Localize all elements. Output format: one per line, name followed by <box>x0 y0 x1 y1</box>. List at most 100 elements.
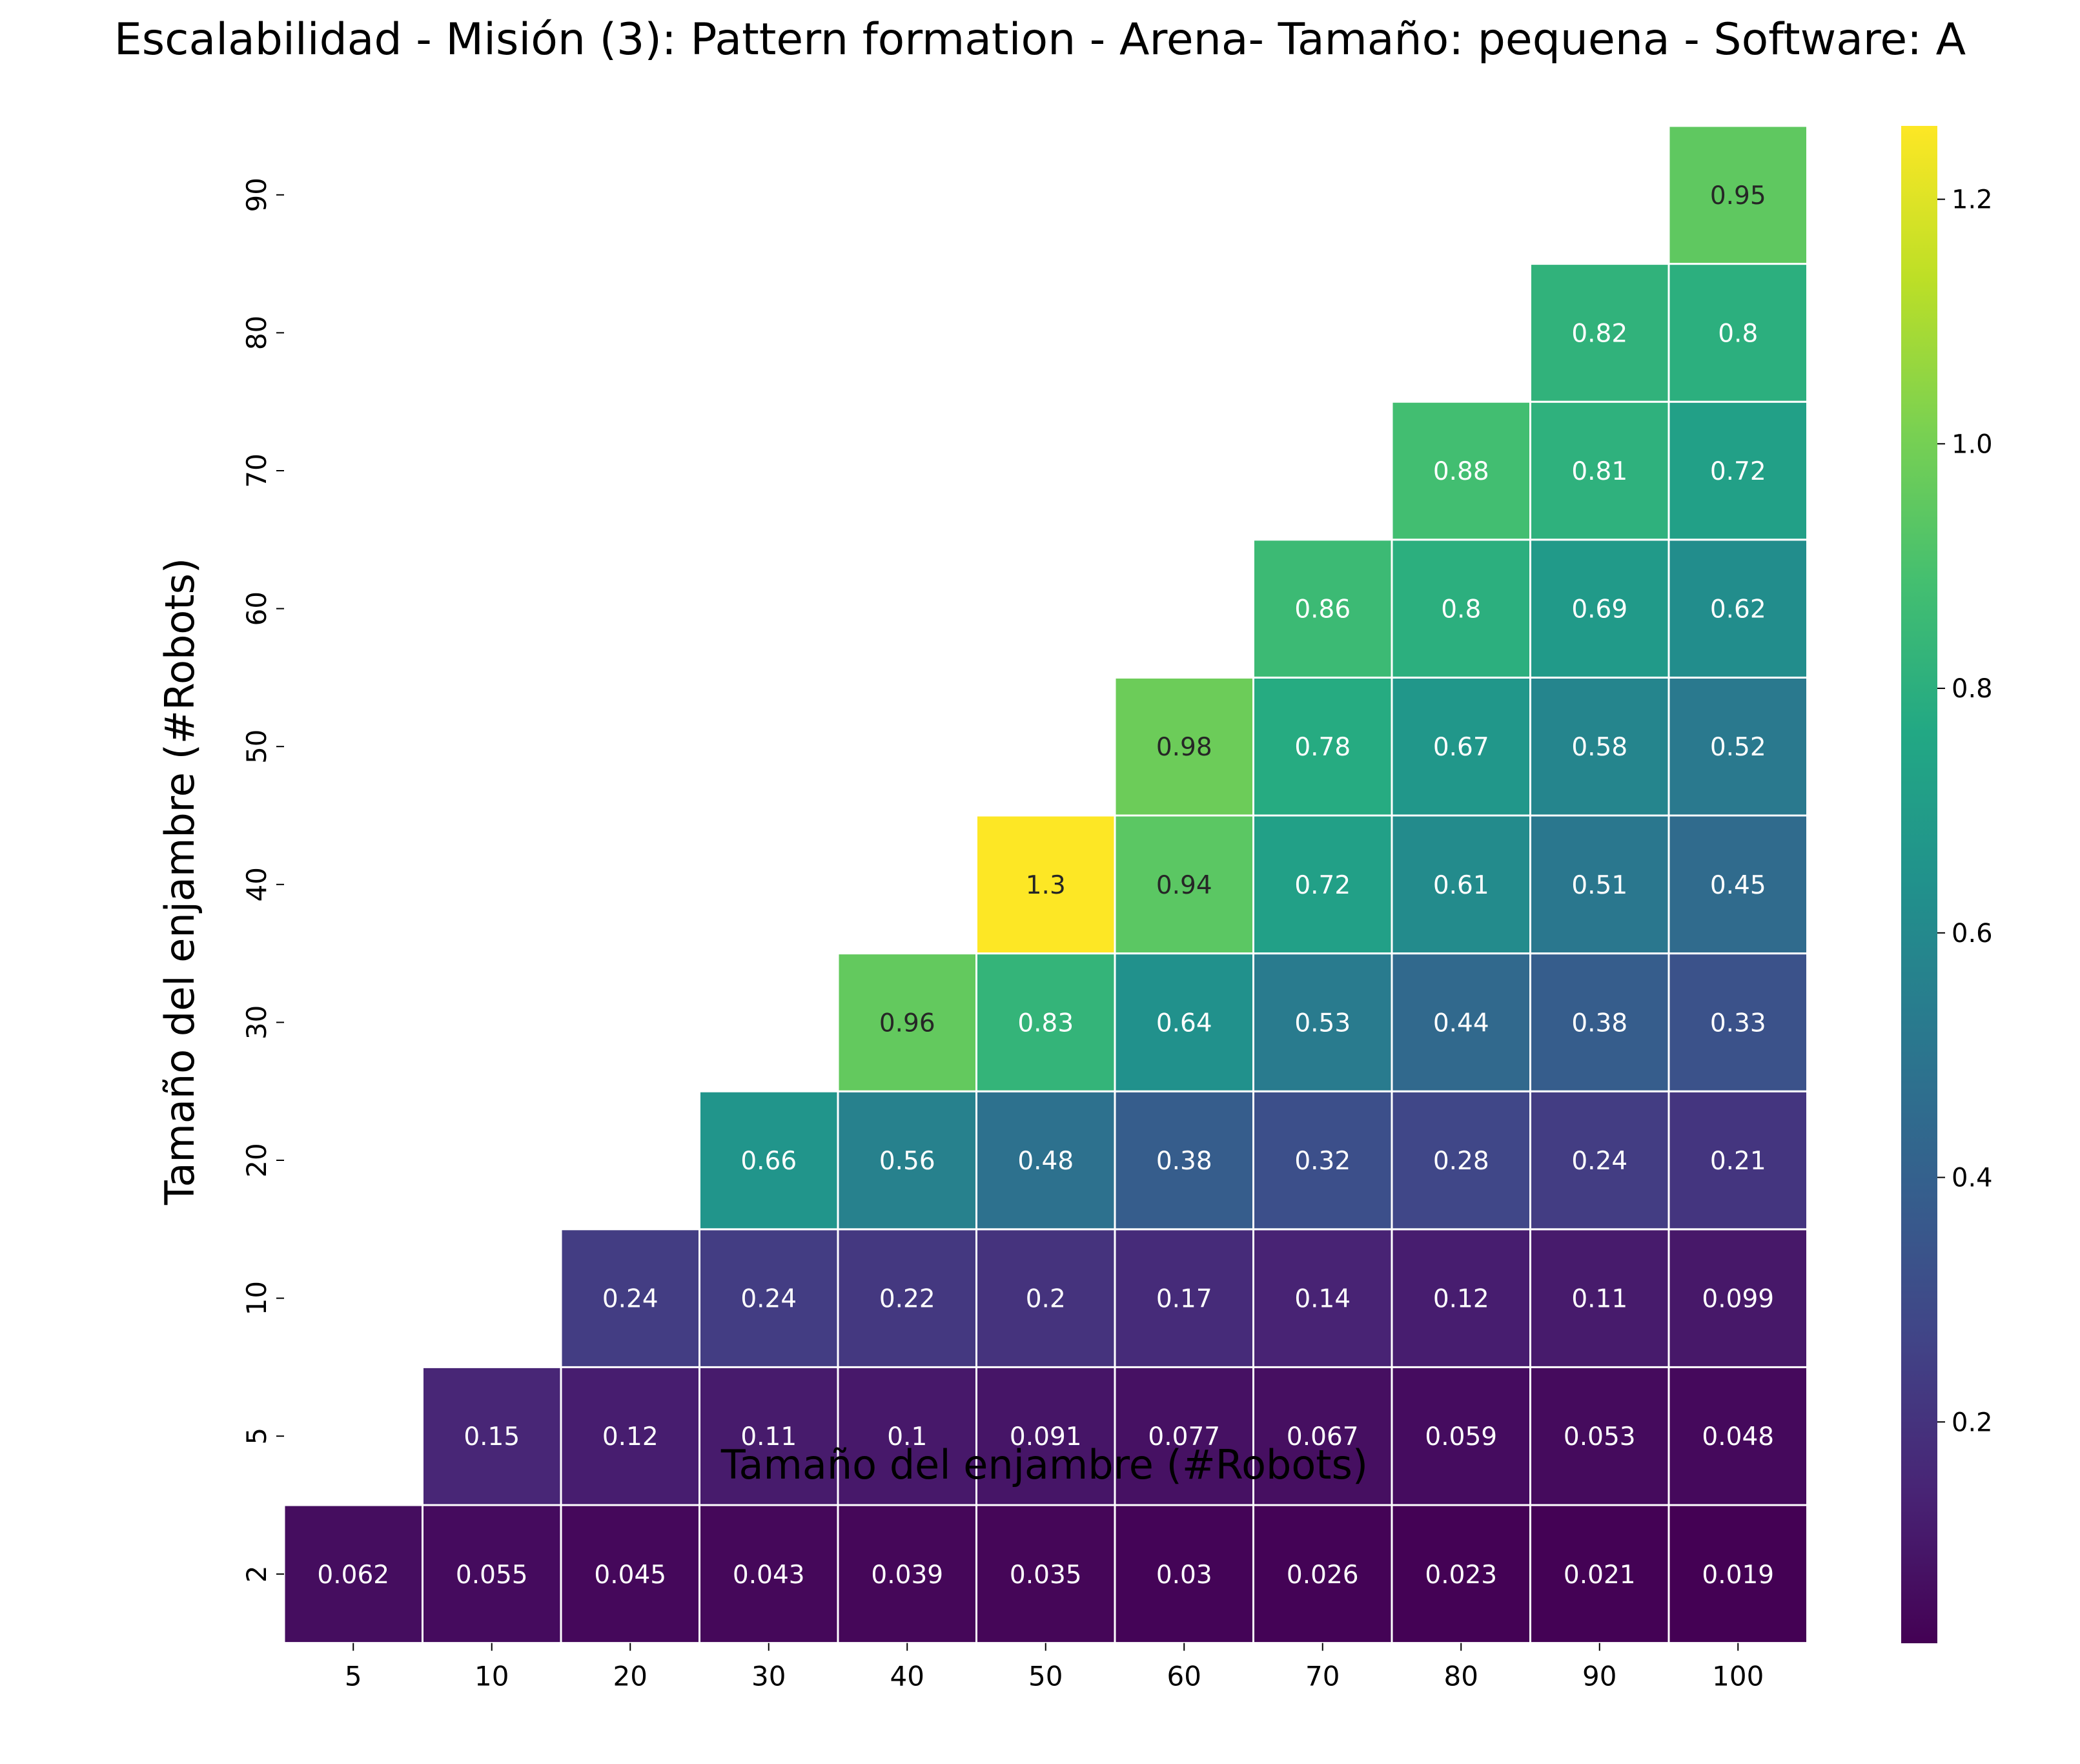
cell-value-label: 0.81 <box>1571 457 1627 486</box>
cell-value-label: 0.22 <box>879 1285 935 1314</box>
cell-value-label: 0.023 <box>1425 1561 1497 1590</box>
heatmap-cell <box>1667 125 1808 265</box>
cell-value-label: 0.14 <box>1294 1285 1351 1314</box>
cell-value-label: 0.53 <box>1294 1009 1351 1038</box>
cell-value-label: 0.38 <box>1156 1147 1212 1176</box>
heatmap-cell <box>1529 400 1670 541</box>
x-tick-label: 60 <box>1167 1661 1201 1692</box>
cell-value-label: 0.98 <box>1156 733 1212 762</box>
colorbar <box>1901 126 1937 1643</box>
heatmap-cell <box>1529 1228 1670 1368</box>
heatmap-cell <box>283 1504 423 1645</box>
y-tick-label: 10 <box>241 1281 272 1315</box>
heatmap-cell <box>698 1228 839 1368</box>
cell-value-label: 0.44 <box>1433 1009 1489 1038</box>
heatmap-cell <box>837 1366 977 1506</box>
heatmap-cell <box>1529 1504 1670 1645</box>
x-tick-label: 50 <box>1028 1661 1063 1692</box>
cell-value-label: 0.11 <box>1571 1285 1627 1314</box>
y-tick-label: 80 <box>241 316 272 350</box>
cell-value-label: 0.026 <box>1287 1561 1359 1590</box>
heatmap-cell <box>560 1366 700 1506</box>
heatmap-cell <box>1391 814 1531 955</box>
heatmap-cell <box>837 1090 977 1231</box>
heatmap-cell <box>1391 538 1531 679</box>
x-tick-label: 100 <box>1712 1661 1764 1692</box>
cell-value-label: 0.33 <box>1710 1009 1766 1038</box>
cell-value-label: 0.1 <box>887 1422 927 1451</box>
x-axis-label: Tamaño del enjambre (#Robots) <box>720 1441 1368 1488</box>
cell-value-label: 0.059 <box>1425 1422 1497 1451</box>
cell-value-label: 1.3 <box>1026 871 1066 900</box>
colorbar-tick-label: 0.8 <box>1952 674 1993 704</box>
x-axis-ticks: 5 10 20 30 40 50 60 70 80 90 100 <box>345 1643 1764 1692</box>
heatmap-cell <box>1391 1228 1531 1368</box>
cell-value-label: 0.24 <box>740 1285 797 1314</box>
cell-value-label: 0.21 <box>1710 1147 1766 1176</box>
x-tick-label: 80 <box>1444 1661 1478 1692</box>
x-tick-label: 5 <box>345 1661 362 1692</box>
y-tick-label: 20 <box>241 1143 272 1177</box>
cell-value-label: 0.067 <box>1287 1422 1359 1451</box>
heatmap-cell <box>1114 676 1254 817</box>
cell-value-label: 0.66 <box>740 1147 797 1176</box>
colorbar-tick-label: 0.4 <box>1952 1164 1993 1193</box>
heatmap-cell <box>1391 400 1531 541</box>
heatmap-cell <box>1529 263 1670 403</box>
heatmap-cell <box>1114 1366 1254 1506</box>
cell-value-label: 0.78 <box>1294 733 1351 762</box>
chart-title: Escalabilidad - Misión (3): Pattern form… <box>114 14 1966 65</box>
heatmap-cell <box>1252 676 1393 817</box>
cell-value-label: 0.94 <box>1156 871 1212 900</box>
cell-value-label: 0.039 <box>871 1561 943 1590</box>
cell-value-label: 0.88 <box>1433 457 1489 486</box>
heatmap-cell <box>1667 1090 1808 1231</box>
x-tick-label: 40 <box>890 1661 924 1692</box>
heatmap-cell <box>1529 814 1670 955</box>
colorbar-ticks: 0.2 0.4 0.6 0.8 1.0 1.2 <box>1937 185 1993 1437</box>
x-tick-label: 10 <box>474 1661 509 1692</box>
cell-value-label: 0.045 <box>594 1561 666 1590</box>
cell-value-label: 0.077 <box>1148 1422 1220 1451</box>
cell-value-label: 0.24 <box>602 1285 658 1314</box>
cell-value-label: 0.053 <box>1564 1422 1636 1451</box>
colorbar-tick-label: 0.6 <box>1952 919 1993 949</box>
cell-value-label: 0.86 <box>1294 595 1351 624</box>
heatmap-cell <box>1114 952 1254 1092</box>
cell-value-label: 0.062 <box>317 1561 389 1590</box>
cell-value-label: 0.019 <box>1702 1561 1774 1590</box>
cell-value-label: 0.69 <box>1571 595 1627 624</box>
y-tick-label: 70 <box>241 453 272 487</box>
heatmap-cell <box>1667 1228 1808 1368</box>
heatmap-cell <box>837 1228 977 1368</box>
heatmap-cell <box>1667 814 1808 955</box>
cell-value-label: 0.51 <box>1571 871 1627 900</box>
cell-value-label: 0.56 <box>879 1147 935 1176</box>
cell-value-label: 0.72 <box>1710 457 1766 486</box>
heatmap-cell <box>1667 676 1808 817</box>
heatmap-cell <box>1667 538 1808 679</box>
cell-value-label: 0.043 <box>733 1561 805 1590</box>
cell-value-label: 0.52 <box>1710 733 1766 762</box>
heatmap-cell <box>1114 814 1254 955</box>
heatmap-cell <box>1667 1366 1808 1506</box>
heatmap-cell <box>1252 538 1393 679</box>
heatmap-cell <box>1252 1366 1393 1506</box>
colorbar-tick-label: 0.2 <box>1952 1408 1993 1437</box>
cell-value-label: 0.8 <box>1718 319 1758 348</box>
cell-value-label: 0.95 <box>1710 181 1766 210</box>
cell-value-label: 0.12 <box>602 1422 658 1451</box>
cell-value-label: 0.28 <box>1433 1147 1489 1176</box>
y-tick-label: 50 <box>241 729 272 763</box>
cell-value-label: 0.62 <box>1710 595 1766 624</box>
heatmap-cell <box>422 1504 562 1645</box>
heatmap-cell <box>1252 952 1393 1092</box>
cell-value-label: 0.021 <box>1564 1561 1636 1590</box>
cell-value-label: 0.67 <box>1433 733 1489 762</box>
heatmap-cells: 0.062 0.055 0.045 0.043 0.039 0.035 0.03 0.026 0… <box>283 125 1808 1645</box>
cell-value-label: 0.96 <box>879 1009 935 1038</box>
y-tick-label: 60 <box>241 591 272 626</box>
cell-value-label: 0.12 <box>1433 1285 1489 1314</box>
cell-value-label: 0.03 <box>1156 1561 1212 1590</box>
cell-value-label: 0.2 <box>1026 1285 1066 1314</box>
